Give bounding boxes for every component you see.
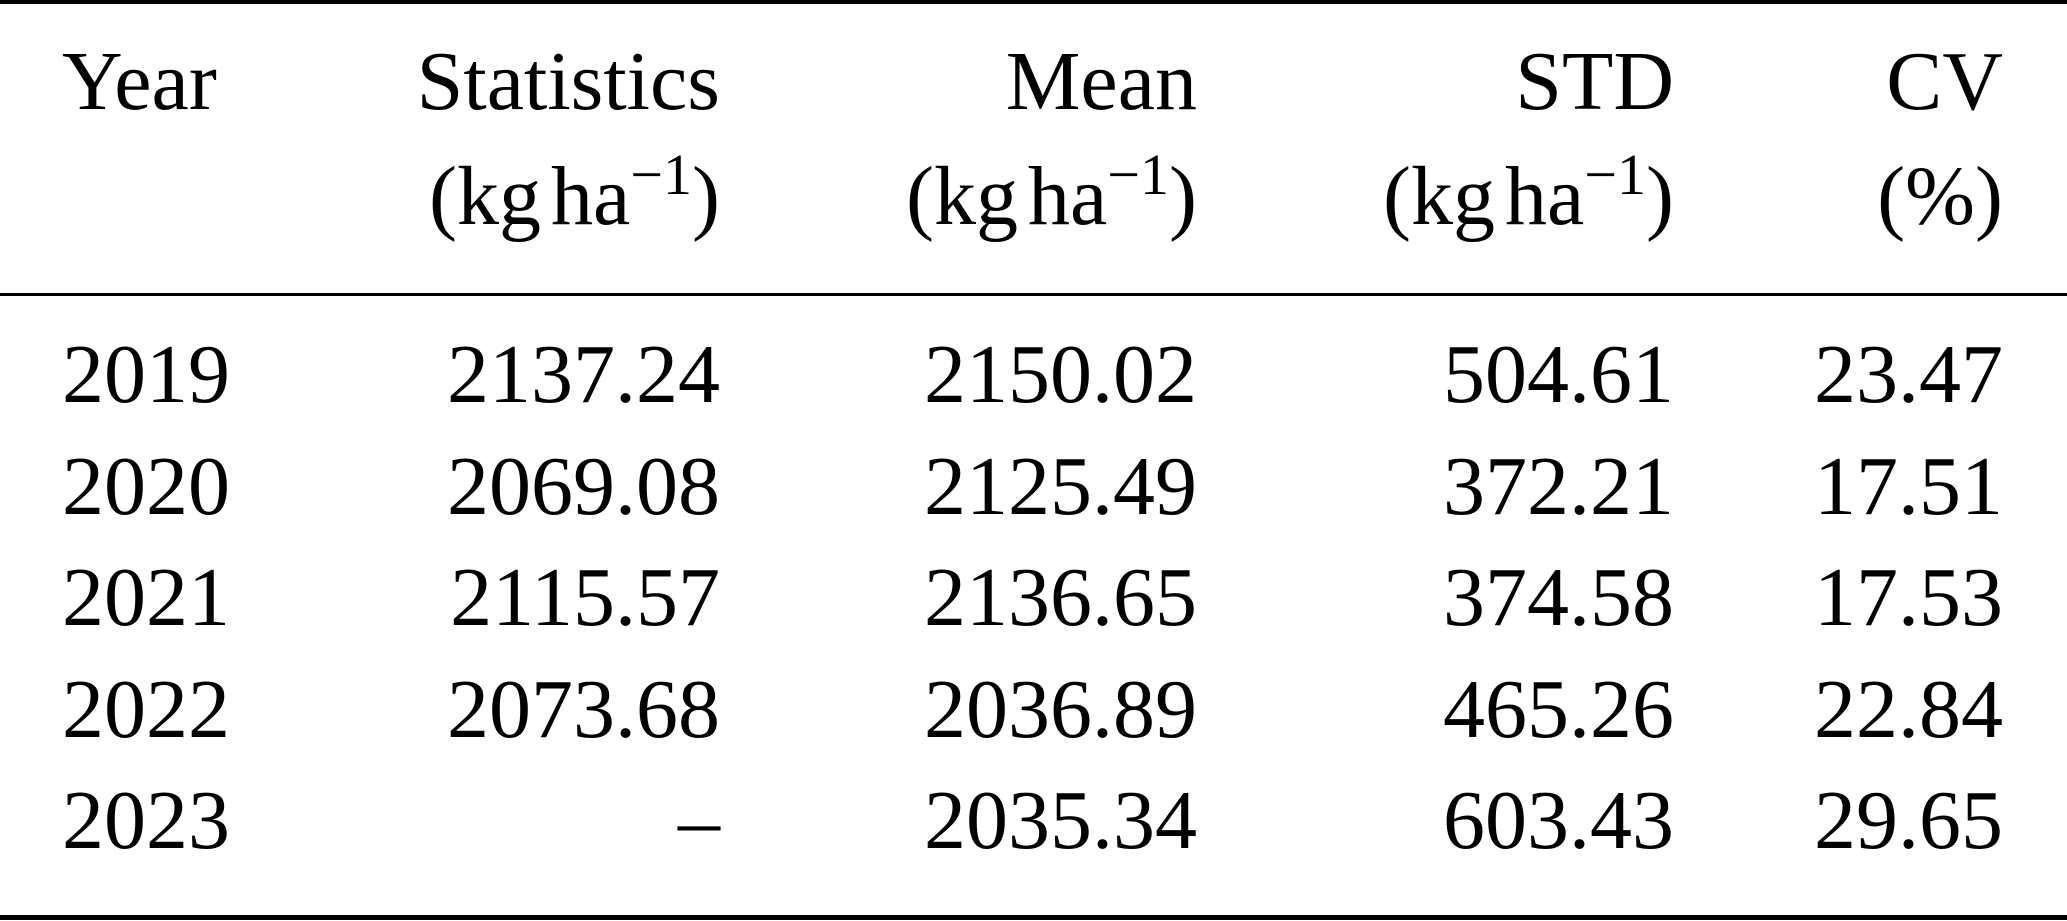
header-statistics: Statistics	[416, 35, 720, 128]
header-mean: Mean	[1005, 35, 1197, 128]
cell-statistics: 2069.08	[447, 440, 720, 533]
cell-year: 2021	[62, 551, 230, 644]
header-rule	[0, 293, 2067, 296]
cell-statistics: –	[678, 774, 720, 867]
cell-cv: 17.53	[1814, 551, 2003, 644]
cell-statistics: 2115.57	[450, 551, 720, 644]
cell-mean: 2136.65	[924, 551, 1197, 644]
cell-cv: 23.47	[1814, 328, 2003, 421]
cell-mean: 2150.02	[924, 328, 1197, 421]
cell-statistics: 2073.68	[447, 663, 720, 756]
header-statistics-unit: (kg ha−1)	[429, 142, 720, 243]
cell-std: 374.58	[1443, 551, 1674, 644]
cell-mean: 2035.34	[924, 774, 1197, 867]
cell-mean: 2036.89	[924, 663, 1197, 756]
cell-year: 2023	[62, 774, 230, 867]
cell-statistics: 2137.24	[447, 328, 720, 421]
header-std-unit: (kg ha−1)	[1383, 142, 1674, 243]
cell-cv: 17.51	[1814, 440, 2003, 533]
top-rule	[0, 0, 2067, 4]
cell-std: 465.26	[1443, 663, 1674, 756]
cell-cv: 22.84	[1814, 663, 2003, 756]
cell-mean: 2125.49	[924, 440, 1197, 533]
header-cv: CV	[1886, 35, 2003, 128]
cell-std: 603.43	[1443, 774, 1674, 867]
cell-cv: 29.65	[1814, 774, 2003, 867]
cell-year: 2022	[62, 663, 230, 756]
cell-std: 504.61	[1443, 328, 1674, 421]
header-mean-unit: (kg ha−1)	[906, 142, 1197, 243]
cell-std: 372.21	[1443, 440, 1674, 533]
header-year: Year	[62, 35, 217, 128]
cell-year: 2020	[62, 440, 230, 533]
cell-year: 2019	[62, 328, 230, 421]
bottom-rule	[0, 915, 2067, 920]
header-cv-unit: (%)	[1877, 150, 2003, 243]
header-std: STD	[1515, 35, 1674, 128]
